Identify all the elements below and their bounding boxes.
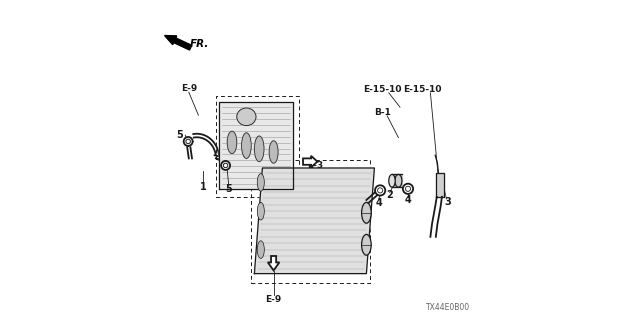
- Polygon shape: [268, 256, 280, 270]
- Ellipse shape: [395, 174, 402, 187]
- Ellipse shape: [257, 241, 264, 259]
- Ellipse shape: [362, 203, 371, 223]
- Ellipse shape: [362, 234, 371, 255]
- Ellipse shape: [257, 203, 264, 220]
- Circle shape: [378, 188, 383, 193]
- Text: 3: 3: [445, 196, 451, 207]
- Circle shape: [186, 139, 191, 144]
- Text: E-15-10: E-15-10: [403, 85, 442, 94]
- Polygon shape: [392, 174, 402, 187]
- Text: 4: 4: [375, 198, 382, 208]
- Circle shape: [223, 163, 228, 168]
- Ellipse shape: [257, 173, 264, 191]
- Circle shape: [375, 185, 385, 196]
- Text: 5: 5: [177, 130, 184, 140]
- Text: E-3: E-3: [307, 161, 323, 170]
- Text: E-9: E-9: [180, 84, 197, 92]
- Text: B-1: B-1: [374, 108, 391, 117]
- Text: 5: 5: [225, 184, 232, 194]
- Circle shape: [184, 137, 193, 146]
- Circle shape: [406, 186, 411, 191]
- Ellipse shape: [237, 108, 256, 126]
- Polygon shape: [219, 102, 292, 189]
- Polygon shape: [164, 36, 192, 50]
- Polygon shape: [254, 168, 374, 274]
- Polygon shape: [436, 173, 444, 197]
- Ellipse shape: [227, 131, 237, 154]
- Circle shape: [221, 161, 230, 170]
- Text: FR.: FR.: [189, 39, 209, 49]
- Text: E-15-10: E-15-10: [363, 85, 402, 94]
- Ellipse shape: [242, 133, 252, 158]
- Polygon shape: [303, 156, 317, 167]
- Text: TX44E0B00: TX44E0B00: [426, 303, 470, 312]
- Circle shape: [403, 184, 413, 194]
- Text: 4: 4: [404, 195, 412, 205]
- Text: 1: 1: [200, 182, 207, 192]
- Text: E-9: E-9: [266, 295, 282, 304]
- Ellipse shape: [389, 174, 396, 187]
- Ellipse shape: [269, 141, 278, 163]
- Ellipse shape: [254, 136, 264, 162]
- Text: 2: 2: [387, 190, 393, 200]
